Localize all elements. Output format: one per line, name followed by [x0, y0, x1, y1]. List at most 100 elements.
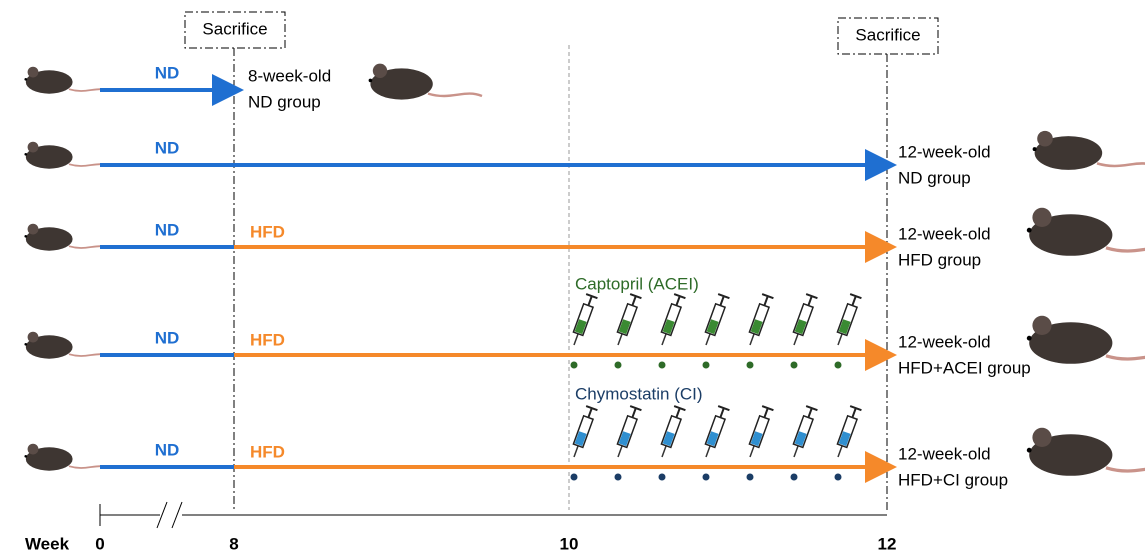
- dose-dot: [791, 362, 798, 369]
- mouse-icon: [369, 64, 482, 100]
- outcome-label: 8-week-old: [248, 66, 331, 85]
- plunger: [720, 408, 723, 417]
- needle: [706, 446, 710, 457]
- syringe-icon: [656, 294, 685, 347]
- axis-tick-label: 0: [95, 534, 104, 553]
- mouse-ear: [28, 67, 39, 78]
- needle: [750, 446, 754, 457]
- treatment-label: Chymostatin (CI): [575, 384, 703, 403]
- plunger: [808, 296, 811, 305]
- plunger: [588, 408, 591, 417]
- outcome-label: 12-week-old: [898, 444, 991, 463]
- syringe-icon: [612, 294, 641, 347]
- dose-dot: [571, 474, 578, 481]
- needle: [618, 446, 622, 457]
- mouse-icon: [1027, 208, 1145, 256]
- plunger: [720, 296, 723, 305]
- mouse-ear: [373, 64, 387, 78]
- mouse-tail: [1097, 163, 1145, 166]
- plunger: [764, 296, 767, 305]
- sacrifice-label: Sacrifice: [202, 19, 267, 38]
- syringe-icon: [700, 406, 729, 459]
- syringe-icon: [612, 406, 641, 459]
- diagram: SacrificeSacrificeND8-week-oldND groupND…: [0, 0, 1145, 553]
- needle: [838, 334, 842, 345]
- dose-dot: [659, 362, 666, 369]
- dose-dot: [791, 474, 798, 481]
- syringe-icon: [568, 406, 597, 459]
- outcome-label: 12-week-old: [898, 142, 991, 161]
- mouse-eye: [369, 79, 373, 83]
- nd-label: ND: [155, 138, 180, 157]
- mouse-eye: [24, 343, 27, 346]
- plunger: [588, 296, 591, 305]
- outcome-label: HFD+CI group: [898, 470, 1008, 489]
- syringe-icon: [832, 294, 861, 347]
- mouse-eye: [1027, 228, 1032, 233]
- dose-dot: [703, 362, 710, 369]
- mouse-ear: [28, 142, 39, 153]
- dose-dot: [615, 362, 622, 369]
- plunger: [676, 296, 679, 305]
- dose-dot: [615, 474, 622, 481]
- needle: [706, 334, 710, 345]
- axis-tick-label: 8: [229, 534, 238, 553]
- syringe-icon: [744, 294, 773, 347]
- mouse-tail: [1106, 248, 1145, 251]
- nd-label: ND: [155, 328, 180, 347]
- mouse-ear: [1037, 131, 1053, 147]
- mouse-eye: [24, 78, 27, 81]
- outcome-label: ND group: [898, 168, 971, 187]
- dose-dot: [835, 474, 842, 481]
- needle: [618, 334, 622, 345]
- outcome-label: HFD+ACEI group: [898, 358, 1031, 377]
- syringe-icon: [832, 406, 861, 459]
- mouse-tail: [428, 94, 482, 96]
- mouse-eye: [1027, 336, 1032, 341]
- nd-label: ND: [155, 63, 180, 82]
- mouse-ear: [1032, 428, 1051, 447]
- plunger: [808, 408, 811, 417]
- syringe-icon: [568, 294, 597, 347]
- mouse-ear: [1032, 208, 1051, 227]
- syringe-icon: [744, 406, 773, 459]
- needle: [794, 334, 798, 345]
- mouse-eye: [1033, 147, 1037, 151]
- syringe-icon: [656, 406, 685, 459]
- outcome-label: ND group: [248, 92, 321, 111]
- outcome-label: 12-week-old: [898, 224, 991, 243]
- plunger: [764, 408, 767, 417]
- dose-dot: [747, 474, 754, 481]
- plunger: [852, 408, 855, 417]
- mouse-eye: [24, 235, 27, 238]
- axis-title: Week: [25, 534, 70, 553]
- axis-tick-label: 10: [560, 534, 579, 553]
- mouse-ear: [1032, 316, 1051, 335]
- mouse-icon: [1027, 428, 1145, 476]
- plunger: [852, 296, 855, 305]
- syringe-icon: [788, 294, 817, 347]
- needle: [574, 446, 578, 457]
- needle: [662, 446, 666, 457]
- axis-break: [160, 505, 182, 525]
- plunger: [632, 296, 635, 305]
- outcome-label: 12-week-old: [898, 332, 991, 351]
- mouse-ear: [28, 444, 39, 455]
- mouse-eye: [1027, 448, 1032, 453]
- syringe-icon: [700, 294, 729, 347]
- hfd-label: HFD: [250, 330, 285, 349]
- needle: [662, 334, 666, 345]
- mouse-icon: [24, 142, 109, 169]
- plunger: [676, 408, 679, 417]
- mouse-ear: [28, 224, 39, 235]
- needle: [794, 446, 798, 457]
- outcome-label: HFD group: [898, 250, 981, 269]
- needle: [574, 334, 578, 345]
- mouse-tail: [1106, 356, 1145, 359]
- mouse-icon: [24, 224, 109, 251]
- hfd-label: HFD: [250, 442, 285, 461]
- needle: [750, 334, 754, 345]
- dose-dot: [659, 474, 666, 481]
- plunger: [632, 408, 635, 417]
- needle: [838, 446, 842, 457]
